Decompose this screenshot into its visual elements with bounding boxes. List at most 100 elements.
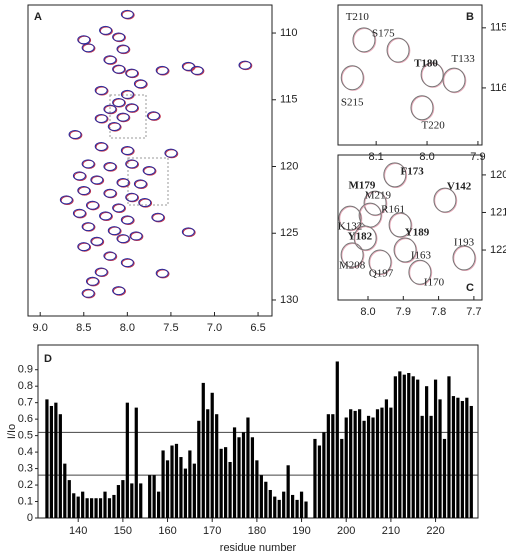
peak-contour	[104, 162, 118, 172]
peak-contour	[155, 268, 169, 278]
zoom-region-c	[127, 157, 169, 206]
bar	[420, 415, 424, 518]
peak-contour	[147, 111, 161, 121]
peak-contour	[112, 64, 126, 74]
bar	[45, 399, 49, 518]
peak-contour	[120, 9, 134, 19]
bar	[139, 483, 143, 518]
bar	[322, 432, 326, 518]
peak-contour	[143, 166, 157, 176]
x-tick-label: 8.0	[419, 151, 434, 163]
y-tick-label: 115	[490, 22, 506, 34]
peak-contour	[339, 206, 363, 232]
peak-contour	[81, 43, 95, 53]
peak-contour	[81, 222, 95, 232]
peak-contour	[99, 26, 113, 36]
peak-contour	[121, 146, 135, 156]
peak-contour	[112, 33, 126, 43]
peak-contour	[138, 198, 152, 208]
peak-contour	[120, 215, 134, 225]
peak-label: V142	[447, 180, 472, 192]
peak-contour	[73, 171, 87, 181]
peak-contour	[103, 251, 117, 261]
peak-contour	[152, 213, 166, 223]
peak-contour	[116, 44, 130, 54]
bar	[255, 460, 259, 518]
peak-contour	[164, 148, 178, 158]
peak-contour	[452, 245, 476, 271]
bar	[335, 361, 339, 518]
bar	[375, 409, 380, 518]
peak-contour	[72, 171, 86, 181]
bar	[197, 420, 201, 518]
bar	[67, 480, 71, 518]
peak-contour	[85, 276, 99, 286]
peak-contour	[82, 222, 96, 232]
bar	[103, 491, 107, 518]
bar	[317, 445, 322, 518]
bar	[295, 499, 299, 518]
peak-contour	[129, 231, 143, 241]
panel-label: D	[44, 353, 52, 365]
peak-contour	[95, 114, 109, 124]
peak-label: I193	[454, 236, 475, 248]
peak-contour	[352, 27, 376, 53]
y-tick-label: 0.4	[18, 446, 33, 458]
bar	[340, 438, 344, 518]
peak-contour	[95, 86, 109, 96]
peak-contour	[133, 79, 147, 89]
y-tick-label: 130	[280, 294, 298, 306]
peak-label: Y182	[348, 230, 373, 242]
peak-contour	[116, 178, 130, 188]
bar	[116, 485, 121, 518]
bar	[291, 494, 295, 518]
peak-label: F173	[401, 165, 425, 177]
bar	[402, 374, 406, 518]
bar	[273, 496, 277, 518]
peak-contour	[384, 163, 408, 189]
peak-contour	[420, 62, 444, 88]
x-tick-label: 7.9	[470, 151, 485, 163]
bar	[174, 443, 179, 518]
bar	[210, 392, 214, 518]
peak-contour	[386, 37, 410, 63]
bar	[384, 399, 389, 518]
peak-contour	[353, 225, 377, 251]
peak-contour	[81, 159, 95, 169]
peak-contour	[82, 43, 96, 53]
peak-contour	[82, 159, 96, 169]
peak-contour	[112, 203, 126, 213]
peak-contour	[91, 175, 105, 185]
y-tick-label: 115	[280, 94, 298, 106]
x-tick-label: 7.9	[396, 306, 411, 318]
bar	[416, 379, 420, 518]
bar	[89, 498, 94, 518]
peak-label: T133	[452, 53, 476, 65]
peak-contour	[77, 35, 91, 45]
peak-contour	[393, 237, 417, 263]
peak-contour	[59, 195, 73, 205]
bar	[299, 491, 304, 518]
peak-contour	[112, 98, 126, 108]
peak-contour	[442, 67, 466, 93]
peak-contour	[94, 113, 108, 123]
bar	[179, 457, 183, 518]
peak-contour	[340, 65, 364, 91]
bar	[411, 376, 415, 518]
bar	[451, 396, 456, 518]
bar	[460, 401, 464, 518]
peak-contour	[453, 246, 477, 272]
bar	[362, 420, 366, 518]
peak-contour	[117, 234, 131, 244]
bar	[125, 402, 129, 518]
peak-contour	[112, 65, 126, 75]
peak-contour	[72, 208, 86, 218]
peak-label: T180	[414, 57, 438, 69]
bar	[188, 450, 192, 518]
bar	[224, 447, 228, 518]
peak-contour	[91, 237, 105, 247]
plot-frame	[337, 4, 483, 146]
peak-contour	[116, 234, 130, 244]
peak-contour	[60, 195, 74, 205]
peak-contour	[354, 226, 378, 252]
